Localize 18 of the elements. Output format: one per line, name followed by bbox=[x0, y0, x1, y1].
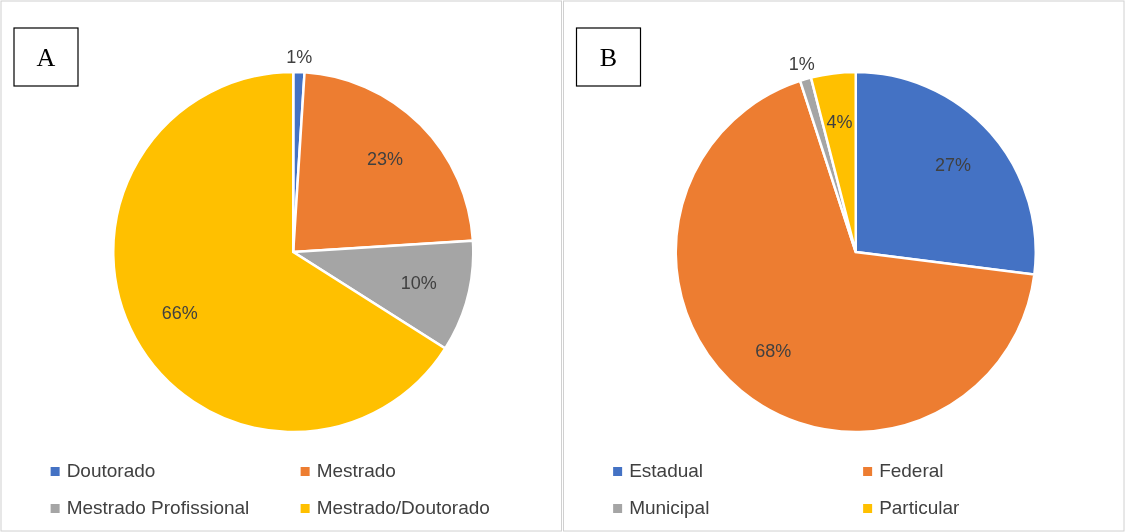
data-label: 27% bbox=[934, 155, 971, 176]
legend-label: Mestrado Profissional bbox=[66, 497, 250, 519]
legend-label: Federal bbox=[879, 460, 944, 482]
data-label: 66% bbox=[161, 303, 198, 324]
legend-label: Doutorado bbox=[66, 460, 156, 482]
data-label: 10% bbox=[400, 272, 437, 293]
chart-title: A bbox=[36, 43, 56, 72]
chart-title: B bbox=[599, 43, 618, 72]
legend-label: Mestrado/Doutorado bbox=[316, 497, 490, 519]
data-label: 1% bbox=[788, 54, 815, 75]
data-label: 23% bbox=[366, 149, 403, 170]
legend-label: Mestrado bbox=[316, 460, 396, 482]
data-label: 1% bbox=[286, 46, 313, 67]
data-label: 68% bbox=[755, 340, 792, 361]
data-label: 4% bbox=[826, 112, 853, 133]
legend-label: Particular bbox=[879, 497, 961, 519]
legend-label: Municipal bbox=[629, 497, 710, 519]
legend-label: Estadual bbox=[629, 460, 704, 482]
